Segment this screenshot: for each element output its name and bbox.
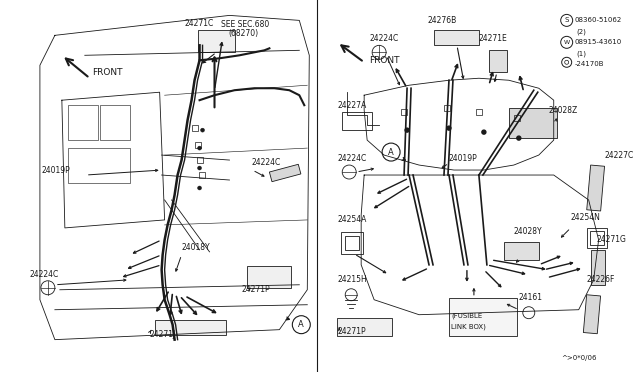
Circle shape	[482, 130, 486, 134]
Circle shape	[198, 186, 202, 190]
Bar	[514, 115, 520, 121]
Text: (FUSIBLE: (FUSIBLE	[451, 312, 482, 319]
Bar	[155, 320, 227, 335]
Text: S: S	[564, 17, 569, 23]
Bar	[191, 125, 198, 131]
Text: 24028Z: 24028Z	[548, 106, 578, 115]
Bar	[583, 295, 600, 334]
Text: 24018Y: 24018Y	[182, 243, 210, 252]
Text: 24019P: 24019P	[449, 154, 477, 163]
Text: 24227C: 24227C	[605, 151, 634, 160]
Text: FRONT: FRONT	[92, 68, 122, 77]
Text: 24224C: 24224C	[30, 270, 59, 279]
Bar	[489, 50, 507, 72]
Text: FRONT: FRONT	[369, 56, 399, 65]
Text: 24215H: 24215H	[337, 275, 367, 284]
Text: 24271J: 24271J	[150, 330, 176, 339]
Bar	[337, 318, 392, 336]
Text: 24226F: 24226F	[587, 275, 615, 284]
Text: 24254A: 24254A	[337, 215, 367, 224]
Text: 24227A: 24227A	[337, 101, 367, 110]
Bar	[444, 105, 450, 111]
Text: (2): (2)	[577, 28, 586, 35]
Circle shape	[200, 128, 205, 132]
Text: 24161: 24161	[519, 293, 543, 302]
Bar	[341, 232, 363, 254]
Bar	[509, 108, 557, 138]
Text: 24019P: 24019P	[42, 166, 70, 174]
Text: 24224C: 24224C	[337, 154, 367, 163]
Bar	[434, 31, 479, 45]
Circle shape	[198, 146, 202, 150]
Bar	[345, 236, 359, 250]
Circle shape	[198, 166, 202, 170]
Bar	[196, 157, 202, 163]
Bar	[504, 242, 539, 260]
Bar	[248, 266, 291, 288]
Bar	[476, 109, 482, 115]
Circle shape	[447, 126, 451, 130]
Text: 24276B: 24276B	[427, 16, 456, 25]
Text: 08915-43610: 08915-43610	[575, 39, 622, 45]
Circle shape	[517, 136, 521, 140]
Text: 24271C: 24271C	[184, 19, 214, 28]
Bar	[342, 112, 372, 130]
Text: SEE SEC.680: SEE SEC.680	[221, 20, 269, 29]
Text: (68270): (68270)	[228, 29, 259, 38]
Text: ^>0*0/06: ^>0*0/06	[561, 355, 596, 360]
Text: 24028Y: 24028Y	[514, 227, 543, 236]
Text: 24271G: 24271G	[596, 235, 627, 244]
Text: 24271P: 24271P	[337, 327, 366, 336]
Bar	[195, 142, 200, 148]
Text: A: A	[298, 320, 304, 329]
Bar	[449, 298, 517, 336]
Text: W: W	[564, 40, 570, 45]
Bar	[68, 148, 130, 183]
Text: 24224C: 24224C	[252, 158, 281, 167]
Bar	[269, 164, 301, 182]
Text: 24224C: 24224C	[369, 34, 399, 43]
Text: 24271E: 24271E	[479, 34, 508, 43]
Text: 08360-51062: 08360-51062	[575, 17, 622, 23]
Text: -24170B: -24170B	[575, 61, 604, 67]
Bar	[68, 105, 98, 140]
Bar	[198, 31, 236, 52]
Text: (1): (1)	[577, 50, 587, 57]
Bar	[401, 109, 407, 115]
Bar	[587, 228, 607, 248]
Bar	[587, 165, 605, 211]
Text: 24271P: 24271P	[241, 285, 270, 294]
Text: 24254N: 24254N	[571, 214, 600, 222]
Circle shape	[405, 128, 409, 132]
Bar	[591, 250, 605, 285]
Bar	[589, 231, 604, 245]
Text: A: A	[388, 148, 394, 157]
Bar	[198, 172, 205, 178]
Bar	[100, 105, 130, 140]
Text: LINK BOX): LINK BOX)	[451, 323, 486, 330]
